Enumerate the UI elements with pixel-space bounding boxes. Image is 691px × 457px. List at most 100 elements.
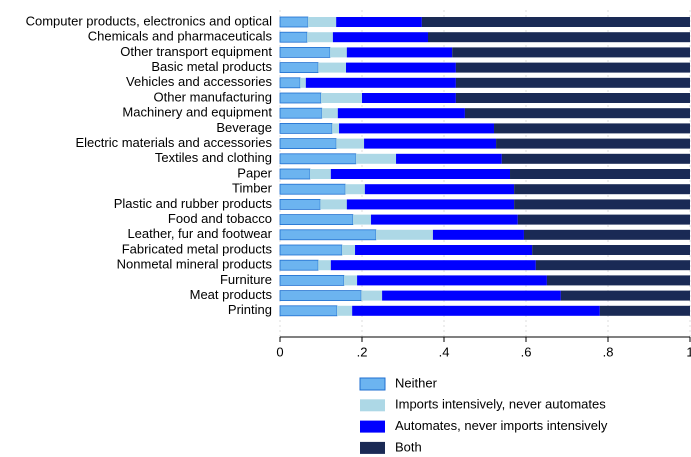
bar-segment [330, 47, 347, 58]
bar-segment [535, 260, 690, 271]
category-label: Fabricated metal products [122, 241, 273, 256]
legend-label: Both [395, 439, 422, 454]
bar-segment [455, 77, 690, 88]
bar-segment [517, 214, 690, 225]
bar-segment [279, 47, 331, 58]
x-tick-label: .8 [603, 344, 614, 359]
bar-segment [337, 108, 465, 119]
category-label: Other transport equipment [120, 44, 272, 59]
bar-segment [346, 47, 453, 58]
category-label: Food and tobacco [168, 211, 272, 226]
bar-segment [364, 138, 497, 149]
bar-segment [279, 138, 337, 150]
bar-segment [599, 305, 690, 316]
x-tick-label: 0 [276, 344, 283, 359]
bar-segment [364, 184, 515, 195]
bar-segment [346, 199, 515, 210]
bar-segment [336, 17, 422, 27]
legend-swatch [359, 377, 386, 391]
bar-segment [357, 275, 547, 286]
category-label: Other manufacturing [153, 89, 272, 104]
bar-segment [279, 274, 345, 286]
bar-segment [345, 184, 365, 195]
bar-segment [352, 305, 600, 316]
bar-segment [464, 108, 690, 119]
bar-segment [279, 183, 346, 195]
bar-segment [494, 123, 690, 134]
bar-segment [279, 168, 311, 180]
bar-segment [501, 153, 690, 164]
bar-segment [343, 275, 358, 286]
bar-segment [320, 199, 347, 210]
bar-segment [336, 138, 365, 149]
category-label: Furniture [220, 272, 272, 287]
bar-segment [321, 93, 362, 103]
category-label: Computer products, electronics and optic… [26, 13, 273, 28]
bar-segment [307, 32, 333, 43]
legend-swatch [360, 420, 385, 433]
bar-segment [279, 244, 343, 256]
bar-segment [279, 198, 321, 210]
bar-segment [309, 169, 331, 179]
bar-segment [452, 47, 690, 58]
bar-segment [421, 17, 690, 27]
bar-segment [279, 290, 362, 302]
bar-segment [279, 62, 319, 73]
bar-segment [332, 32, 429, 43]
category-label: Nonmetal mineral products [117, 257, 273, 272]
category-label: Timber [232, 181, 273, 196]
bar-segment [279, 229, 377, 241]
x-tick-label: .2 [357, 344, 368, 359]
bar-segment [279, 123, 333, 134]
bar-segment [279, 107, 323, 119]
bar-segment [496, 138, 690, 149]
bar-segment [341, 245, 356, 255]
category-label: Paper [237, 165, 272, 180]
category-label: Chemicals and pharmaceuticals [88, 29, 273, 44]
bar-segment [279, 92, 322, 104]
x-tick-label: 1 [686, 344, 691, 359]
bar-segment [355, 153, 397, 164]
category-label: Electric materials and accessories [75, 135, 272, 150]
category-label: Printing [228, 302, 272, 317]
category-label: Basic metal products [151, 59, 272, 74]
bar-segment [330, 169, 511, 179]
bar-segment [455, 62, 690, 73]
x-tick-label: .4 [439, 344, 450, 359]
category-label: Vehicles and accessories [126, 74, 272, 89]
bar-segment [307, 17, 337, 27]
bar-segment [455, 93, 690, 103]
bar-segment [352, 214, 372, 225]
bar-segment [382, 290, 561, 301]
bar-segment [318, 260, 331, 271]
bar-segment [546, 275, 690, 286]
bar-segment [371, 214, 518, 225]
category-label: Meat products [190, 287, 273, 302]
category-label: Leather, fur and footwear [127, 226, 272, 241]
category-label: Beverage [216, 120, 272, 135]
bar-segment [339, 123, 495, 134]
legend-label: Neither [395, 375, 438, 390]
legend-label: Automates, never imports intensively [395, 418, 608, 433]
bar-segment [355, 245, 533, 255]
bar-segment [510, 169, 690, 179]
bar-segment [300, 77, 306, 88]
legend-swatch [360, 399, 385, 412]
bar-segment [279, 77, 301, 89]
x-tick-label: .6 [521, 344, 532, 359]
bar-segment [346, 62, 456, 73]
bar-segment [428, 32, 690, 43]
category-label: Machinery and equipment [122, 105, 272, 120]
bar-segment [514, 184, 690, 195]
bar-segment [321, 108, 338, 119]
bar-segment [514, 199, 690, 210]
legend-label: Imports intensively, never automates [395, 397, 606, 412]
bar-segment [332, 123, 340, 134]
bar-segment [279, 259, 319, 271]
bar-segment [432, 229, 524, 240]
bar-segment [305, 77, 456, 88]
category-label: Plastic and rubber products [114, 196, 273, 211]
bar-segment [375, 229, 433, 240]
bar-segment [336, 305, 353, 316]
